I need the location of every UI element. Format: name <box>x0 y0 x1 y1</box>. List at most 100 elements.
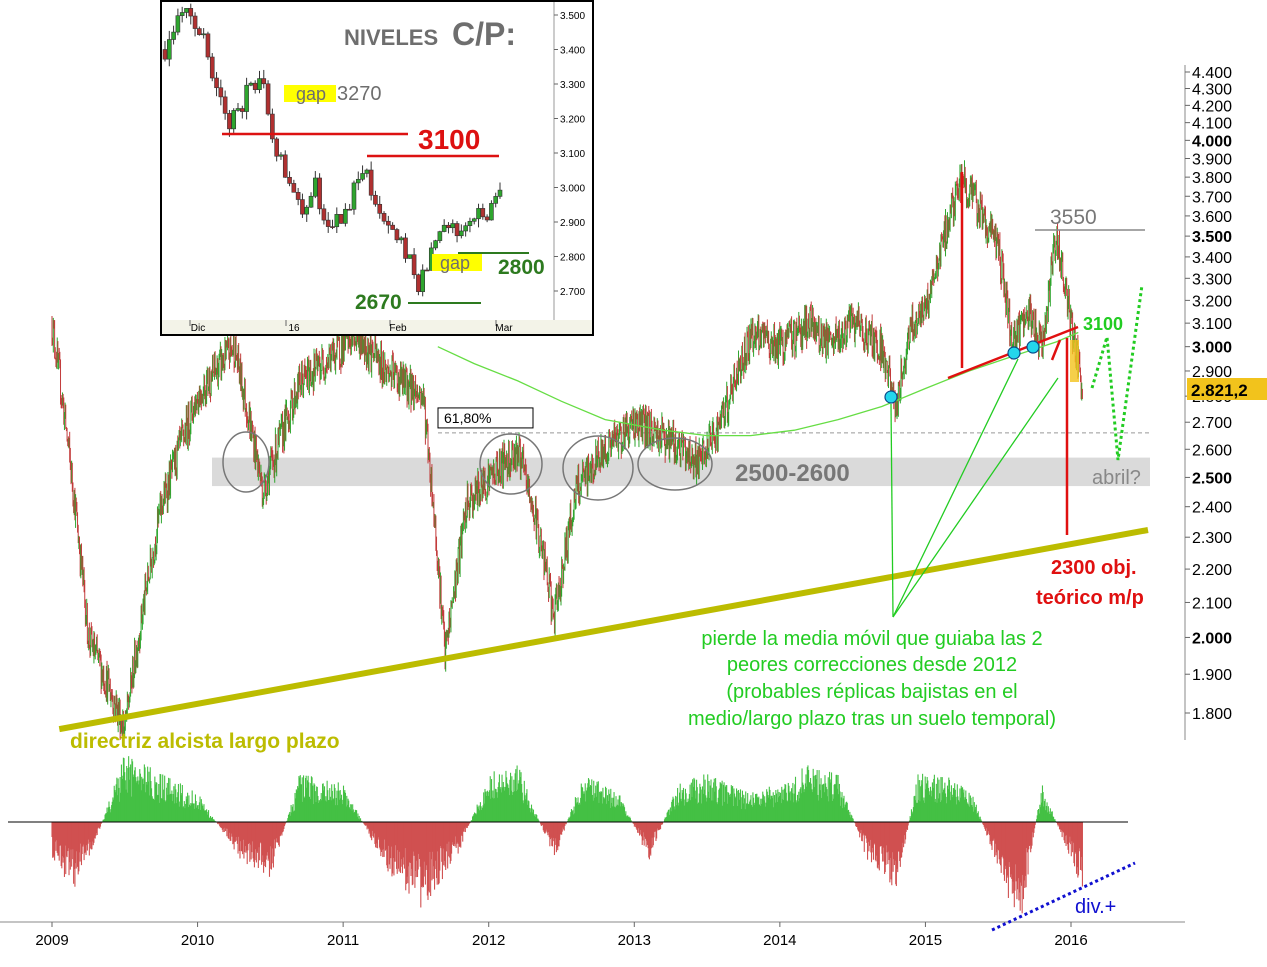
inset-candle-body <box>291 183 297 193</box>
inset-candle-body <box>201 33 206 36</box>
inset-candle-body <box>441 224 447 232</box>
inset-candle-body <box>227 113 232 130</box>
inset-candle-body <box>265 83 271 115</box>
y-tick-label: 2.700 <box>1192 415 1232 432</box>
inset-candle-body <box>411 254 417 276</box>
ma-loss-dot <box>1026 340 1040 354</box>
x-tick-label: 2014 <box>763 932 796 949</box>
x-tick-label: 2015 <box>909 932 942 949</box>
ma-note-line1: pierde la media móvil que guiaba las 2 <box>701 628 1042 650</box>
ma-note-line2: peores correcciones desde 2012 <box>727 654 1017 676</box>
inset-candle-body <box>360 173 365 180</box>
inset-title-big: C/P: <box>452 16 516 52</box>
inset-x-tick-label: Mar <box>495 323 513 334</box>
inset-price-candles <box>162 3 503 297</box>
inset-candle-body <box>463 225 468 232</box>
inset-candle-body <box>489 203 494 221</box>
inset-y-tick-label: 3.500 <box>560 11 585 22</box>
y-tick-label: 3.500 <box>1192 229 1232 246</box>
x-tick-label: 2011 <box>327 932 359 949</box>
y-tick-label: 2.600 <box>1192 442 1232 459</box>
y-tick-label: 1.800 <box>1192 706 1232 723</box>
inset-candle-body <box>433 240 438 249</box>
inset-y-tick-label: 2.800 <box>560 253 585 264</box>
inset-candle-body <box>231 110 237 130</box>
inset-y-tick-label: 3.400 <box>560 46 585 57</box>
inset-gap-top-highlight <box>284 85 336 102</box>
moving-average-line <box>437 331 1079 437</box>
inset-candle-body <box>398 237 404 241</box>
inset-candle-body <box>274 138 279 157</box>
inset-y-tick-label: 3.300 <box>560 80 585 91</box>
inset-x-axis-ticks: Dic 16 Feb Mar <box>189 320 513 334</box>
fib-label-box <box>437 407 534 429</box>
inset-candle-body <box>257 78 262 90</box>
inset-gap-low-label: gap <box>440 253 470 273</box>
y-tick-label: 4.000 <box>1192 133 1232 150</box>
inset-gap-low-highlight <box>432 254 482 271</box>
inset-candle-body <box>420 269 425 292</box>
inset-candle-body <box>304 206 310 215</box>
note-arrow <box>892 358 1019 618</box>
inset-candle-body <box>403 237 408 259</box>
inset-candle-body <box>476 208 481 220</box>
inset-candle-body <box>330 226 335 228</box>
inset-candle-body <box>166 39 172 60</box>
inset-candle-body <box>308 195 314 208</box>
inset-y-tick-label: 3.100 <box>560 149 585 160</box>
ma-loss-arrows <box>884 340 1059 618</box>
note-arrow <box>890 403 894 618</box>
inset-candle-body <box>386 220 391 226</box>
zone-circle <box>637 437 713 491</box>
level-3550-label: 3550 <box>1050 206 1097 229</box>
inset-2800-label: 2800 <box>498 256 545 279</box>
inset-candle-body <box>197 28 202 35</box>
inset-candle-body <box>338 214 344 224</box>
zone-circle <box>222 431 270 493</box>
inset-candle-body <box>321 208 327 221</box>
y-tick-label: 3.800 <box>1192 170 1232 187</box>
y-tick-label: 4.400 <box>1192 65 1232 82</box>
last-price-label: 2.821,2 <box>1191 381 1248 400</box>
inset-candle-body <box>471 218 477 222</box>
y-tick-label: 4.100 <box>1192 116 1232 133</box>
inset-candle-body <box>480 208 486 218</box>
inset-candle-body <box>295 191 301 200</box>
y-tick-label: 2.300 <box>1192 530 1232 547</box>
inset-y-tick-label: 3.200 <box>560 115 585 126</box>
inset-candle-body <box>188 8 194 17</box>
y-tick-label: 3.100 <box>1192 316 1232 333</box>
red-annotation-line <box>1050 339 1062 361</box>
divergence-line <box>991 861 1136 932</box>
y-tick-label: 3.000 <box>1192 340 1232 357</box>
inset-candle-body <box>407 254 413 259</box>
ma-note-line4: medio/largo plazo tras un suelo temporal… <box>688 708 1056 730</box>
inset-candle-body <box>394 229 400 241</box>
inset-candle-body <box>373 194 378 205</box>
inset-candle-body <box>364 169 370 174</box>
inset-candle-body <box>450 223 456 229</box>
inset-y-tick-label: 3.000 <box>560 184 585 195</box>
inset-x-tick-label: Feb <box>389 323 407 334</box>
ma-loss-dot <box>884 390 898 404</box>
inset-candle-body <box>459 230 464 237</box>
x-tick-label: 2010 <box>181 932 214 949</box>
y-tick-label: 2.400 <box>1192 500 1232 517</box>
y-tick-label: 2.200 <box>1192 562 1232 579</box>
x-tick-label: 2012 <box>472 932 505 949</box>
inset-candle-body <box>300 199 305 215</box>
inset-y-tick-label: 2.900 <box>560 218 585 229</box>
trendline-label: directriz alcista largo plazo <box>70 730 340 753</box>
inset-candle-body <box>416 274 421 292</box>
inset-2670-label: 2670 <box>355 291 402 314</box>
last-price-tag <box>1187 378 1267 400</box>
inset-candle-body <box>270 113 275 140</box>
level-3100-label: 3100 <box>1083 314 1123 334</box>
inset-candle-body <box>454 223 460 237</box>
y-tick-label: 2.900 <box>1192 364 1232 381</box>
inset-candle-body <box>175 15 181 33</box>
fib-label: 61,80% <box>444 410 491 426</box>
inset-candle-body <box>278 154 284 157</box>
